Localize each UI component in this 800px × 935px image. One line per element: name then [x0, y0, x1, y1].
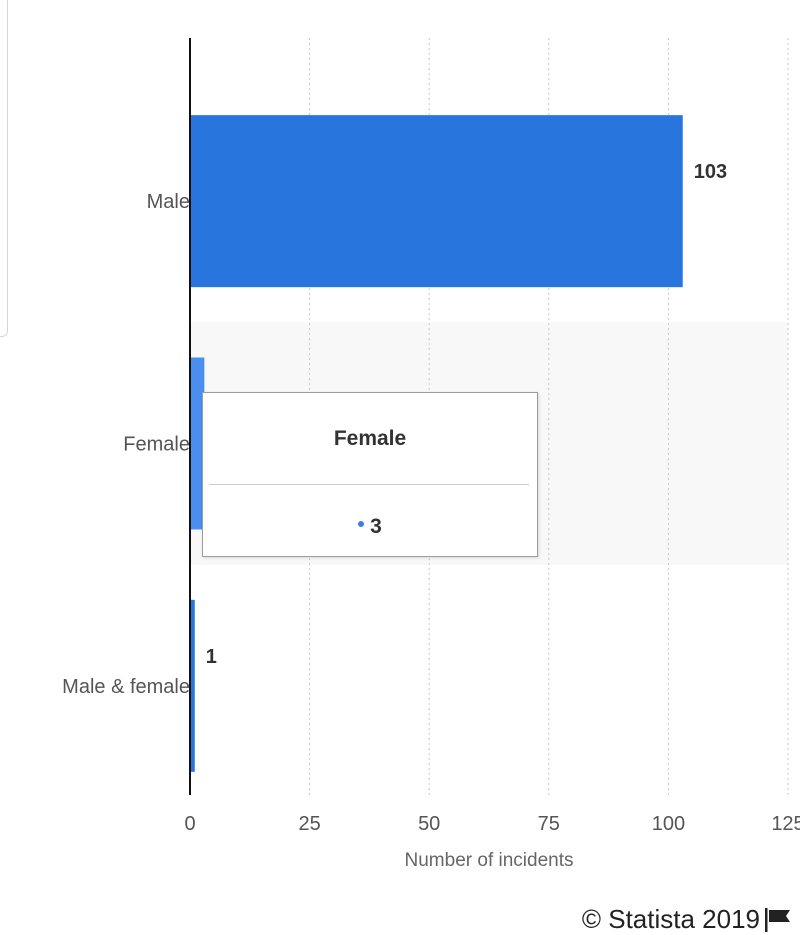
x-tick-label: 50 — [418, 813, 440, 835]
x-tick-label: 100 — [652, 813, 685, 835]
category-label: Male — [147, 191, 190, 213]
x-tick-label: 0 — [184, 813, 195, 835]
series-dot-icon — [358, 521, 365, 527]
x-tick-label: 25 — [298, 813, 320, 835]
flag-icon[interactable] — [764, 907, 792, 933]
x-axis-title: Number of incidents — [405, 850, 574, 871]
data-label: 103 — [694, 161, 727, 183]
x-tick-label: 75 — [538, 813, 560, 835]
bar-male[interactable] — [190, 115, 683, 288]
bar-male-female[interactable] — [190, 599, 195, 772]
data-label: 1 — [206, 646, 217, 668]
bar-female[interactable] — [190, 357, 205, 530]
statista-credit[interactable]: © Statista 2019 — [582, 904, 792, 935]
tooltip-title: Female — [333, 427, 407, 450]
tooltip-divider — [209, 484, 529, 485]
tooltip-value-row: 3 — [203, 515, 537, 539]
tooltip: Female 3 — [202, 392, 538, 557]
category-label: Male & female — [62, 676, 190, 698]
x-tick-label: 125 — [771, 813, 800, 835]
tooltip-value: 3 — [370, 515, 382, 538]
side-panel-edge — [0, 0, 8, 337]
category-label: Female — [123, 434, 190, 456]
credit-text: © Statista 2019 — [581, 904, 760, 934]
